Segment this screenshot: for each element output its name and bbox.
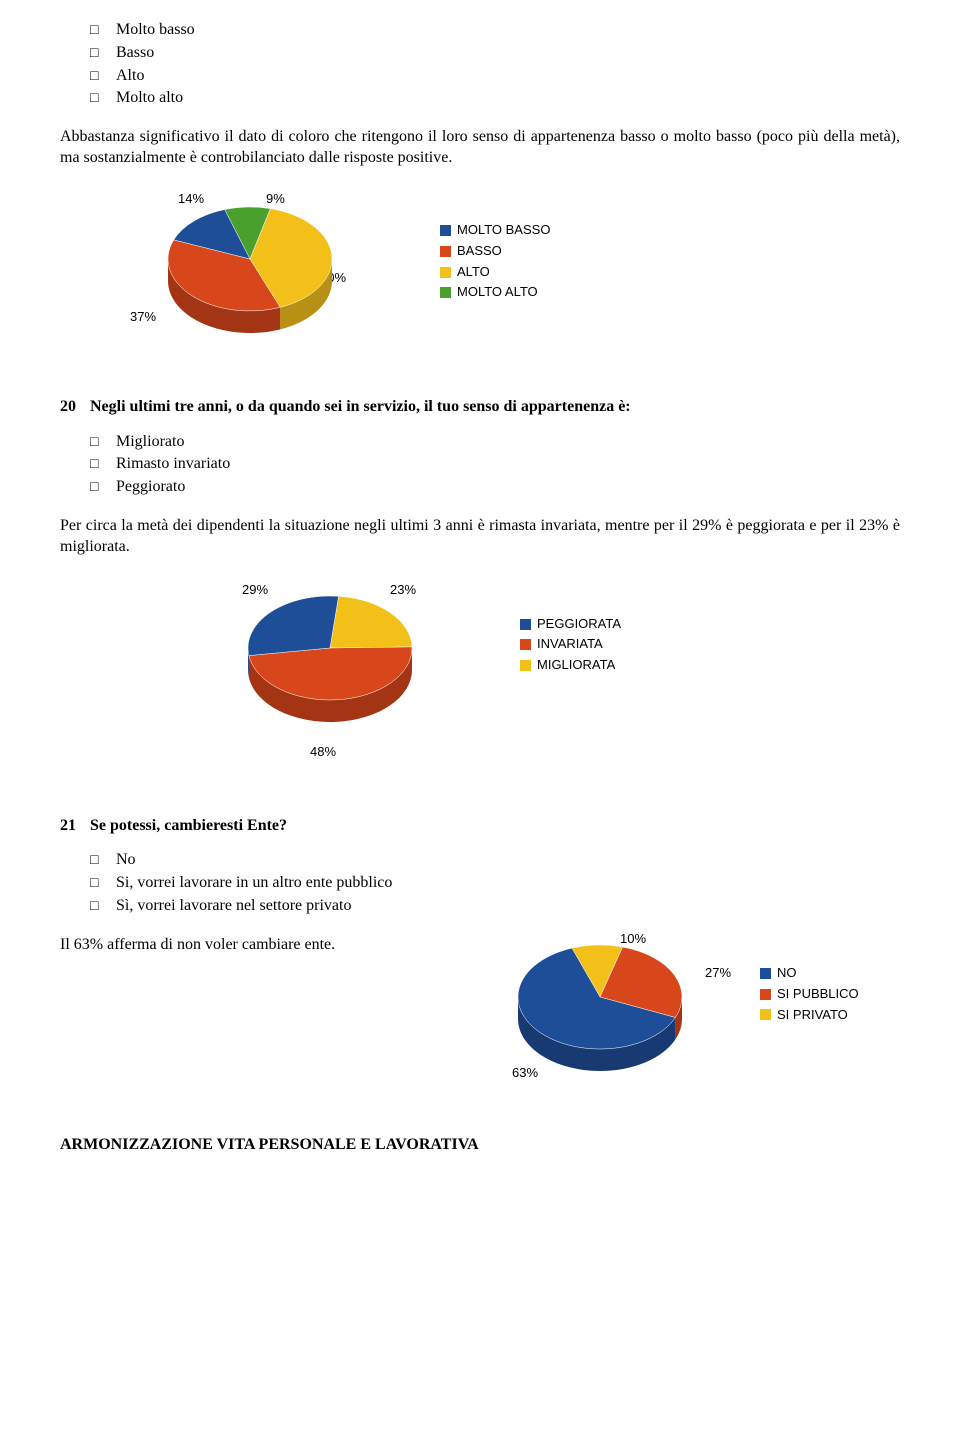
question-text: Negli ultimi tre anni, o da quando sei i… [90, 398, 631, 415]
pct-label: 48% [310, 744, 336, 761]
legend-color-box [760, 1009, 771, 1020]
chart-2-legend: PEGGIORATA INVARIATA MIGLIORATA [520, 616, 621, 679]
legend-label: INVARIATA [537, 636, 603, 653]
legend-color-box [440, 225, 451, 236]
question-21: 21 Se potessi, cambieresti Ente? [60, 816, 900, 837]
list-item: Molto alto [90, 88, 900, 109]
legend-color-box [440, 287, 451, 298]
chart-1: 14% 9% 37% 40% MOLTO BASSOBASSOALTOMOLTO… [120, 187, 900, 357]
legend-row: MOLTO BASSO [440, 222, 550, 239]
list-item: No [90, 850, 900, 871]
question-20: 20 Negli ultimi tre anni, o da quando se… [60, 397, 900, 418]
legend-label: BASSO [457, 243, 502, 260]
paragraph-2: Per circa la metà dei dipendenti la situ… [60, 516, 900, 558]
legend-color-box [520, 660, 531, 671]
legend-row: SI PRIVATO [760, 1007, 859, 1024]
legend-label: SI PRIVATO [777, 1007, 848, 1024]
question-number: 20 [60, 397, 86, 418]
list-item: Migliorato [90, 432, 900, 453]
legend-row: ALTO [440, 264, 550, 281]
list-item: Rimasto invariato [90, 454, 900, 475]
list-item: Si, vorrei lavorare in un altro ente pub… [90, 873, 900, 894]
chart-2: 29% 23% 48% PEGGIORATAINVARIATAMIGLIORAT… [200, 576, 900, 786]
legend-row: PEGGIORATA [520, 616, 621, 633]
section-title: ARMONIZZAZIONE VITA PERSONALE E LAVORATI… [60, 1135, 900, 1156]
pie-chart-svg [500, 935, 700, 1085]
legend-label: MIGLIORATA [537, 657, 615, 674]
chart-3: 10% 27% 63% NOSI PUBBLICOSI PRIVATO [60, 935, 900, 1105]
legend-color-box [440, 267, 451, 278]
legend-color-box [760, 968, 771, 979]
question-number: 21 [60, 816, 86, 837]
legend-row: MIGLIORATA [520, 657, 621, 674]
legend-label: NO [777, 965, 797, 982]
legend-color-box [440, 246, 451, 257]
list-item: Peggiorato [90, 477, 900, 498]
legend-label: SI PUBBLICO [777, 986, 859, 1003]
chart-3-legend: NO SI PUBBLICO SI PRIVATO [760, 965, 859, 1028]
option-list-21: No Si, vorrei lavorare in un altro ente … [90, 850, 900, 916]
question-text: Se potessi, cambieresti Ente? [90, 817, 287, 834]
option-list-1: Molto basso Basso Alto Molto alto [90, 20, 900, 109]
option-list-20: Migliorato Rimasto invariato Peggiorato [90, 432, 900, 498]
paragraph-1: Abbastanza significativo il dato di colo… [60, 127, 900, 169]
list-item: Sì, vorrei lavorare nel settore privato [90, 896, 900, 917]
legend-row: NO [760, 965, 859, 982]
legend-label: MOLTO ALTO [457, 284, 538, 301]
legend-color-box [760, 989, 771, 1000]
legend-label: ALTO [457, 264, 490, 281]
pie-chart-svg [150, 197, 350, 347]
list-item: Molto basso [90, 20, 900, 41]
legend-color-box [520, 619, 531, 630]
pct-label: 27% [705, 965, 731, 982]
list-item: Basso [90, 43, 900, 64]
legend-label: PEGGIORATA [537, 616, 621, 633]
legend-row: SI PUBBLICO [760, 986, 859, 1003]
legend-color-box [520, 639, 531, 650]
legend-row: MOLTO ALTO [440, 284, 550, 301]
legend-label: MOLTO BASSO [457, 222, 550, 239]
list-item: Alto [90, 66, 900, 87]
chart-1-legend: MOLTO BASSO BASSO ALTO MOLTO ALTO [440, 222, 550, 306]
legend-row: BASSO [440, 243, 550, 260]
pie-chart-svg [230, 586, 430, 736]
legend-row: INVARIATA [520, 636, 621, 653]
